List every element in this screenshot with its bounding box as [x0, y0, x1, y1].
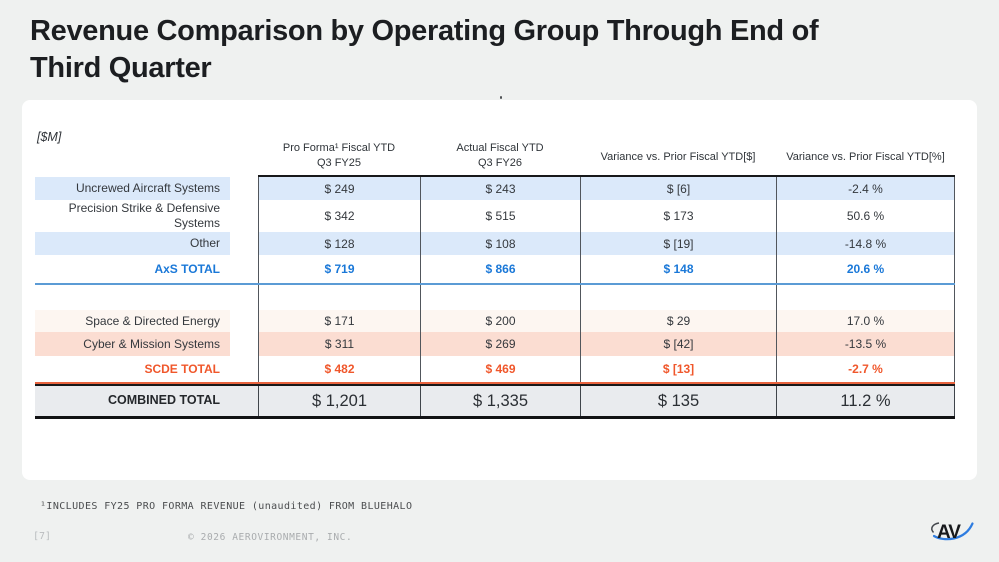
- cell-variance-usd: $ [42]: [580, 332, 776, 356]
- table-row-scde-total: SCDE TOTAL $ 482 $ 469 $ [13] -2.7 %: [35, 356, 955, 384]
- cell-fy25: $ 342: [258, 200, 420, 232]
- cell-variance-pct: -14.8 %: [776, 232, 955, 255]
- row-label: Precision Strike & Defensive Systems: [68, 201, 220, 230]
- cell-fy26: $ 1,335: [420, 386, 580, 416]
- cell-variance-usd: $ 173: [580, 200, 776, 232]
- cell-empty: [420, 285, 580, 310]
- page-title-line2: Third Quarter: [30, 52, 212, 84]
- column-header-line2: Q3 FY25: [316, 157, 362, 170]
- row-label: Space & Directed Energy: [35, 310, 230, 332]
- cell-empty: [580, 285, 776, 310]
- cell-variance-pct: 11.2 %: [776, 386, 955, 416]
- cell-variance-usd: $ 29: [580, 310, 776, 332]
- cell-fy25: $ 311: [258, 332, 420, 356]
- cell-fy25: $ 249: [258, 177, 420, 200]
- row-label: SCDE TOTAL: [144, 361, 220, 376]
- aerovironment-logo: AV: [931, 522, 974, 543]
- cell-fy26: $ 243: [420, 177, 580, 200]
- cell-variance-pct: 50.6 %: [776, 200, 955, 232]
- cell-variance-usd: $ [19]: [580, 232, 776, 255]
- cell-fy26: $ 866: [420, 255, 580, 283]
- cell-empty: [776, 285, 955, 310]
- cell-variance-pct: 20.6 %: [776, 255, 955, 283]
- cell-fy26: $ 269: [420, 332, 580, 356]
- spacer-cell: [230, 332, 258, 356]
- footnote: ¹INCLUDES FY25 PRO FORMA REVENUE (unaudi…: [40, 501, 413, 512]
- revenue-table: [$M] Pro Forma¹ Fiscal YTD Q3 FY25 Actual…: [35, 130, 955, 419]
- table-row-blank: [35, 285, 955, 310]
- cell-fy25: $ 482: [258, 356, 420, 382]
- page-number: [7]: [33, 531, 52, 542]
- column-header-variance-pct: Variance vs. Prior Fiscal YTD[%]: [776, 130, 955, 177]
- row-label: Cyber & Mission Systems: [35, 332, 230, 356]
- page-title: Revenue Comparison by Operating Group Th…: [30, 13, 950, 87]
- column-header-proforma-fy25: Pro Forma¹ Fiscal YTD Q3 FY25: [258, 130, 420, 177]
- column-header-line1: Variance vs. Prior Fiscal YTD[$]: [600, 151, 756, 164]
- row-label: [35, 285, 230, 310]
- table-row-uncrewed-aircraft-systems: Uncrewed Aircraft Systems $ 249 $ 243 $ …: [35, 177, 955, 200]
- column-header-line2: Q3 FY26: [477, 157, 523, 170]
- cell-fy26: $ 200: [420, 310, 580, 332]
- column-header-actual-fy26: Actual Fiscal YTD Q3 FY26: [420, 130, 580, 177]
- cell-variance-pct: -2.4 %: [776, 177, 955, 200]
- spacer-cell: [230, 310, 258, 332]
- spacer-cell: [230, 177, 258, 200]
- copyright: © 2026 AEROVIRONMENT, INC.: [188, 532, 353, 543]
- spacer-cell: [230, 285, 258, 310]
- cell-variance-pct: 17.0 %: [776, 310, 955, 332]
- logo-left-arc: [931, 522, 940, 533]
- table-row-axs-total: AxS TOTAL $ 719 $ 866 $ 148 20.6 %: [35, 255, 955, 285]
- page-title-line1: Revenue Comparison by Operating Group Th…: [30, 15, 819, 47]
- cell-variance-pct: -13.5 %: [776, 332, 955, 356]
- cell-variance-usd: $ [13]: [580, 356, 776, 382]
- cell-empty: [258, 285, 420, 310]
- stray-dot: [500, 96, 502, 99]
- cell-fy26: $ 469: [420, 356, 580, 382]
- cell-fy26: $ 515: [420, 200, 580, 232]
- spacer-cell: [230, 386, 258, 416]
- spacer-cell: [230, 232, 258, 255]
- unit-label: [$M]: [37, 130, 62, 144]
- logo-letters: AV: [937, 522, 961, 543]
- table-row-combined-total: COMBINED TOTAL $ 1,201 $ 1,335 $ 135 11.…: [35, 384, 955, 419]
- column-header-line1: Pro Forma¹ Fiscal YTD: [282, 142, 396, 155]
- row-label: COMBINED TOTAL: [107, 393, 220, 408]
- row-label: Uncrewed Aircraft Systems: [35, 177, 230, 200]
- cell-variance-usd: $ 135: [580, 386, 776, 416]
- spacer-cell: [230, 200, 258, 232]
- table-header-row: [$M] Pro Forma¹ Fiscal YTD Q3 FY25 Actual…: [35, 130, 955, 177]
- row-label: AxS TOTAL: [154, 261, 220, 276]
- column-header-line1: Variance vs. Prior Fiscal YTD[%]: [786, 151, 945, 164]
- column-header-variance-usd: Variance vs. Prior Fiscal YTD[$]: [580, 130, 776, 177]
- cell-fy25: $ 719: [258, 255, 420, 283]
- column-header-line1: Actual Fiscal YTD: [456, 142, 544, 155]
- spacer-cell: [230, 255, 258, 283]
- table-row-cyber-mission-systems: Cyber & Mission Systems $ 311 $ 269 $ [4…: [35, 332, 955, 356]
- table-card: [$M] Pro Forma¹ Fiscal YTD Q3 FY25 Actual…: [22, 100, 977, 480]
- cell-variance-usd: $ [6]: [580, 177, 776, 200]
- cell-fy25: $ 1,201: [258, 386, 420, 416]
- logo-swoosh-icon: [932, 522, 974, 541]
- spacer-cell: [230, 356, 258, 382]
- cell-fy25: $ 128: [258, 232, 420, 255]
- cell-fy26: $ 108: [420, 232, 580, 255]
- table-row-precision-strike: Precision Strike & Defensive Systems $ 3…: [35, 200, 955, 232]
- table-row-other: Other $ 128 $ 108 $ [19] -14.8 %: [35, 232, 955, 255]
- spacer-cell: [230, 130, 258, 177]
- row-label: Other: [35, 232, 230, 255]
- cell-variance-pct: -2.7 %: [776, 356, 955, 382]
- cell-fy25: $ 171: [258, 310, 420, 332]
- cell-variance-usd: $ 148: [580, 255, 776, 283]
- table-row-space-directed-energy: Space & Directed Energy $ 171 $ 200 $ 29…: [35, 310, 955, 332]
